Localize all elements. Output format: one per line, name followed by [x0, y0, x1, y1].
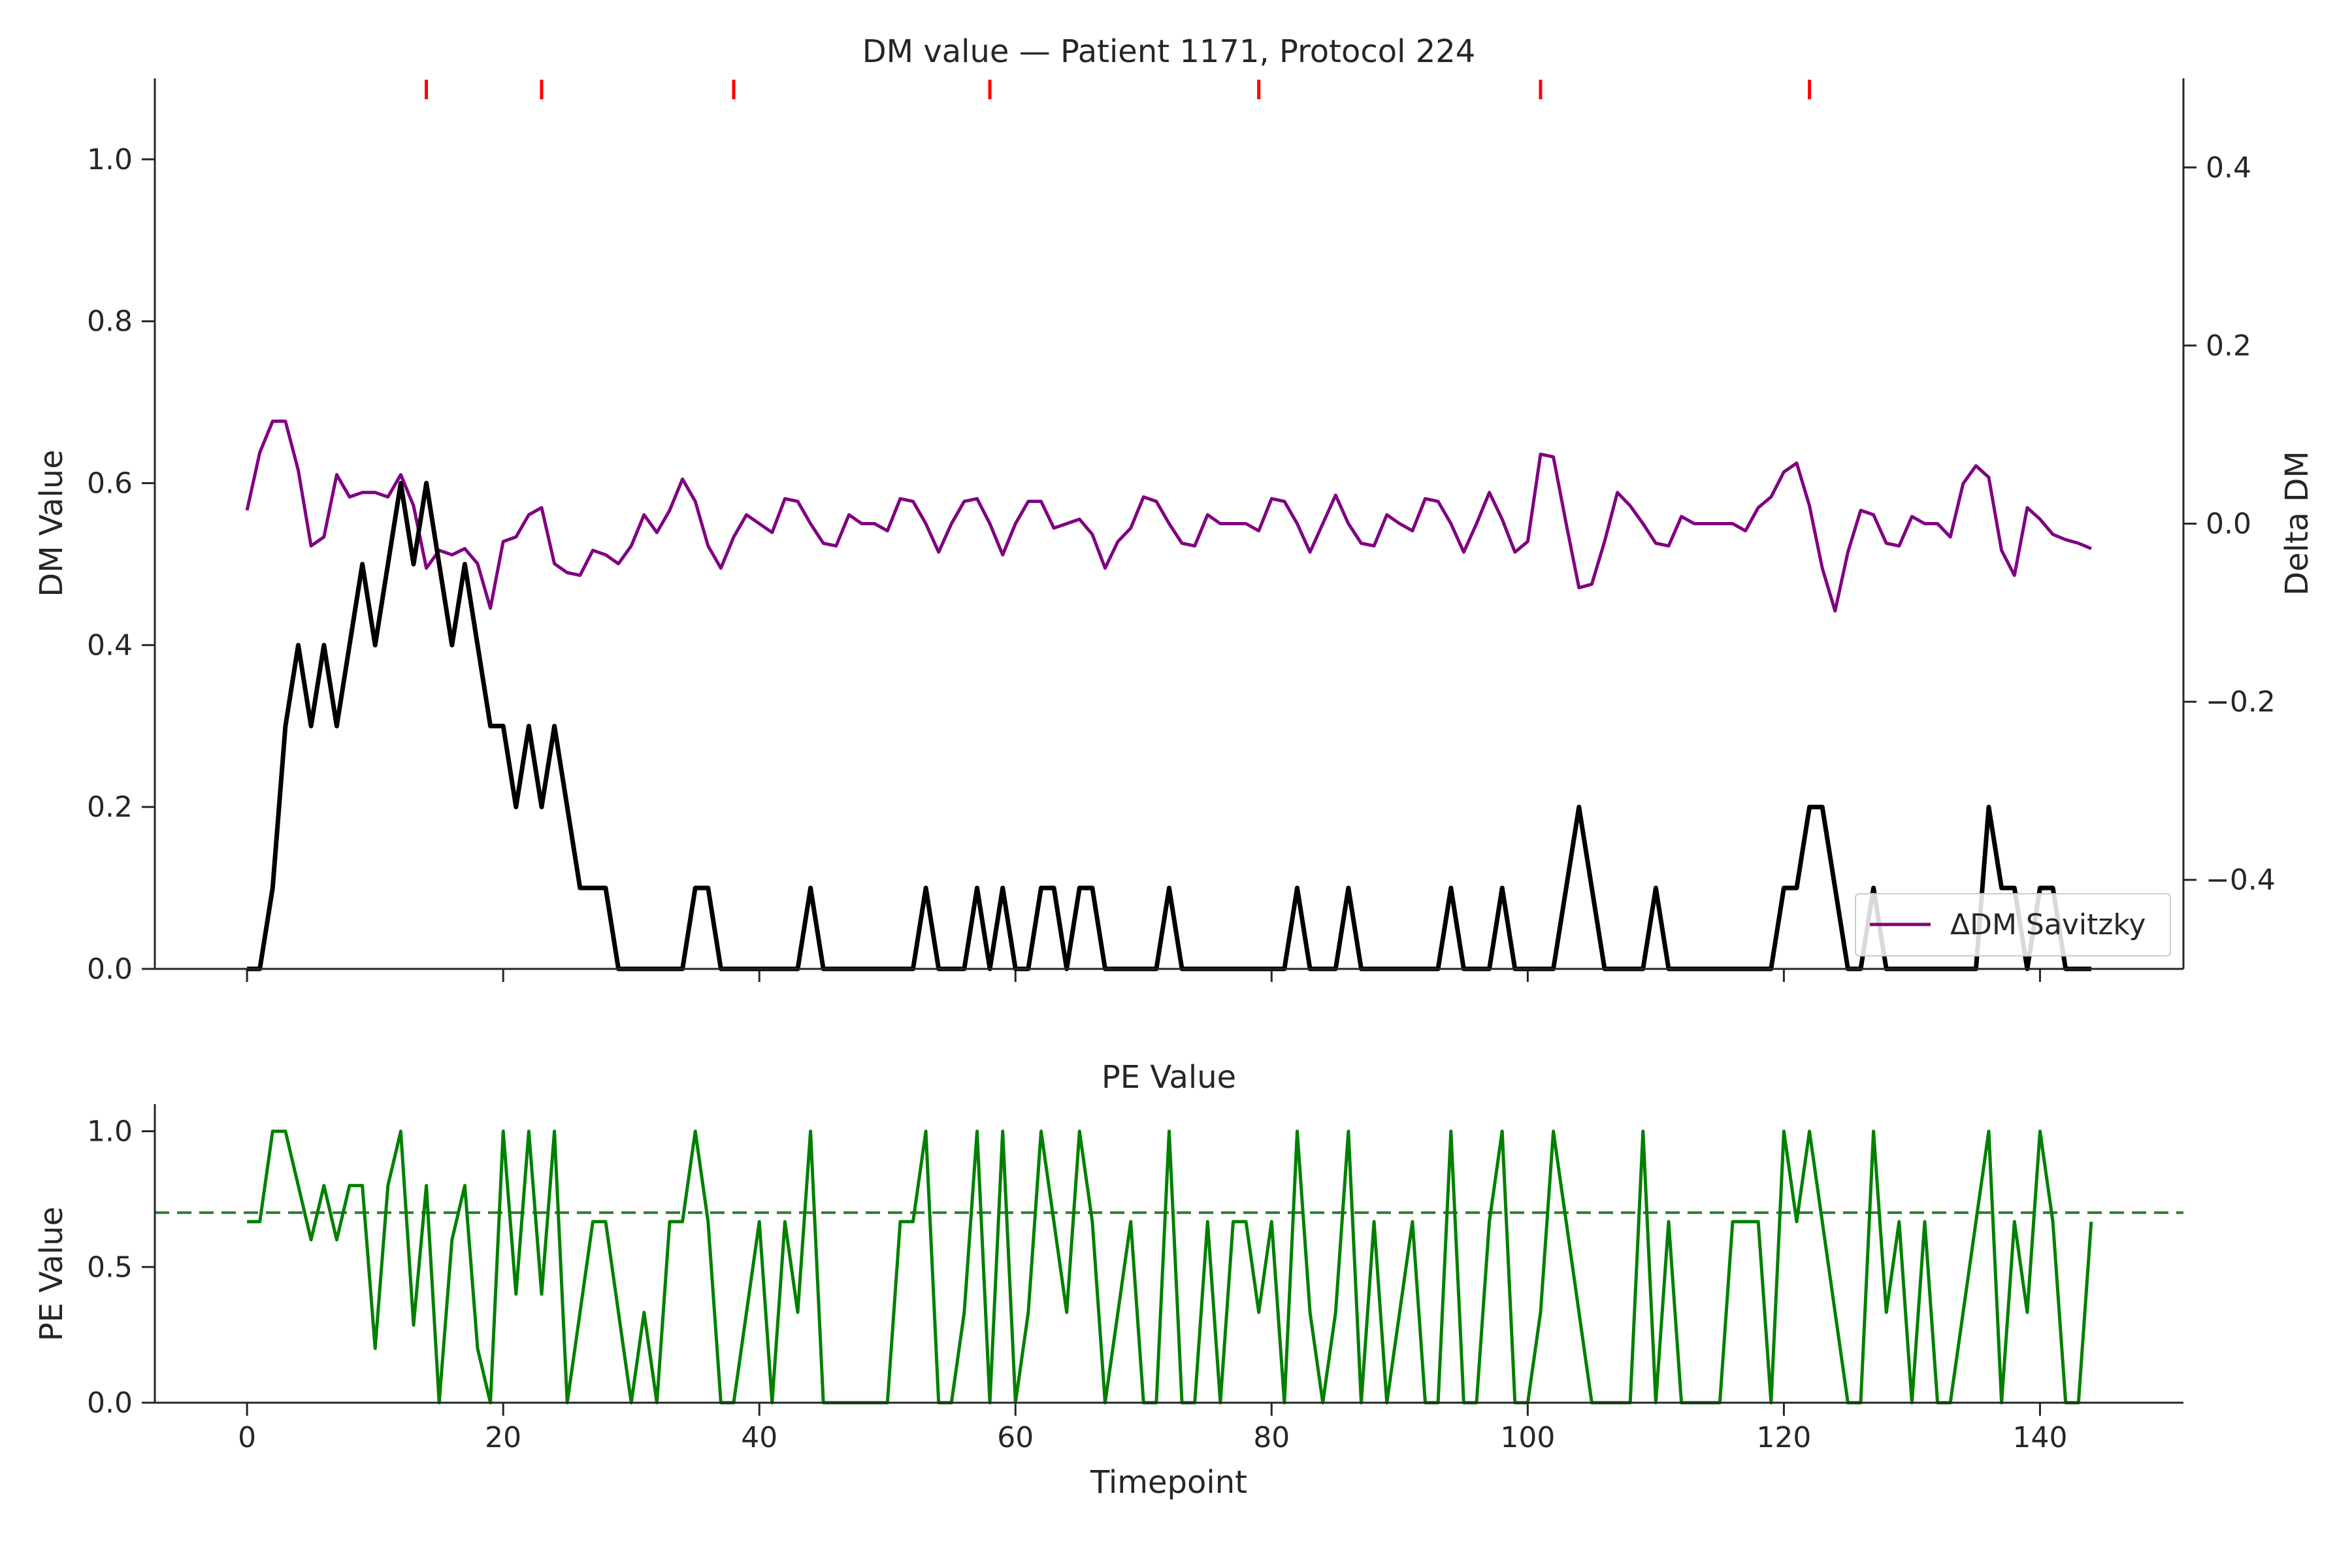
delta-dm-savitzky-line: [245, 419, 2092, 613]
dm-y-tick-label: 0.2: [87, 791, 133, 824]
delta-dm-y-tick-label: 0.2: [2206, 329, 2251, 363]
legend: ΔDM Savitzky: [1855, 893, 2171, 956]
dm-y-axis-label: DM Value: [33, 449, 70, 596]
legend-box: [1855, 893, 2171, 956]
x-tick-label: 40: [741, 1421, 777, 1454]
dm-y-tick-label: 1.0: [87, 143, 133, 176]
x-tick-label: 0: [238, 1421, 256, 1454]
x-tick-label: 20: [485, 1421, 521, 1454]
dm-y-tick-label: 0.6: [87, 467, 133, 500]
dm-y-tick-label: 0.8: [87, 305, 133, 338]
x-tick-label: 80: [1253, 1421, 1290, 1454]
delta-dm-y-tick-label: −0.2: [2206, 685, 2276, 719]
delta-dm-y-ticks: −0.4 −0.2 0.0 0.2 0.4: [2183, 151, 2276, 897]
pe-chart-title: PE Value: [1102, 1059, 1236, 1096]
event-markers: [425, 80, 1812, 99]
dm-series: [245, 419, 2092, 972]
delta-dm-y-axis-label: Delta DM: [2279, 451, 2315, 596]
dm-y-tick-label: 0.0: [87, 953, 133, 986]
pe-y-tick-label: 0.5: [87, 1250, 133, 1284]
dm-y-tick-label: 0.4: [87, 629, 133, 662]
pe-x-ticks: 0 20 40 60 80 100 120 140: [238, 1403, 2067, 1454]
dm-panel: 0.0 0.2 0.4 0.6 0.8 1.0 −0.4 −0.2 0.0 0.2 0.4 DM …: [33, 33, 2315, 986]
dm-value-line: [247, 481, 2091, 972]
delta-dm-y-tick-label: 0.0: [2206, 508, 2251, 541]
delta-dm-y-tick-label: −0.4: [2206, 864, 2276, 897]
pe-y-tick-label: 0.0: [87, 1386, 133, 1420]
pe-y-tick-label: 1.0: [87, 1115, 133, 1149]
pe-value-line: [247, 1130, 2093, 1405]
pe-panel: 0 20 40 60 80 100 120 140 0.0 0.5 1.0 PE Value PE…: [33, 1059, 2183, 1501]
delta-dm-y-tick-label: 0.4: [2206, 151, 2251, 184]
pe-series: [247, 1130, 2093, 1405]
x-tick-label: 120: [1756, 1421, 1811, 1454]
x-tick-label: 60: [997, 1421, 1034, 1454]
dm-y-ticks: 0.0 0.2 0.4 0.6 0.8 1.0: [87, 143, 155, 986]
x-tick-label: 140: [2012, 1421, 2067, 1454]
pe-y-ticks: 0.0 0.5 1.0: [87, 1115, 155, 1420]
x-tick-label: 100: [1500, 1421, 1555, 1454]
dm-chart-title: DM value — Patient 1171, Protocol 224: [862, 33, 1476, 70]
legend-label-delta-dm: ΔDM Savitzky: [1950, 908, 2146, 941]
x-axis-label: Timepoint: [1090, 1464, 1247, 1501]
pe-y-axis-label: PE Value: [33, 1207, 70, 1341]
